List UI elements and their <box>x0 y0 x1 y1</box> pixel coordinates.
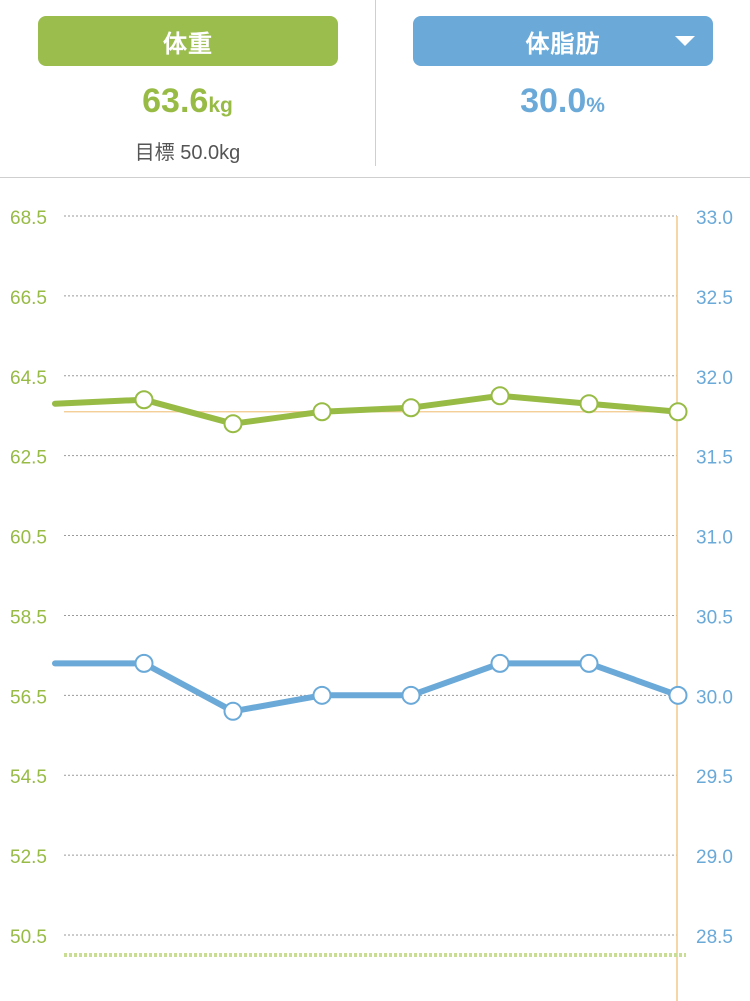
weight-data-point[interactable] <box>134 390 154 410</box>
body_fat-data-point[interactable] <box>223 701 243 721</box>
left-axis-tick-label: 54.5 <box>10 767 47 788</box>
body-fat-dropdown-button[interactable]: 体脂肪 <box>413 16 713 66</box>
left-axis-tick-label: 52.5 <box>10 847 47 868</box>
weight-goal: 目標 50.0kg <box>134 142 241 164</box>
body_fat-data-point[interactable] <box>401 685 421 705</box>
body_fat-data-point[interactable] <box>134 653 154 673</box>
right-axis-tick-label: 31.0 <box>696 528 733 549</box>
body-fat-value-display: 30.0% <box>375 82 750 121</box>
weight-value-display: 63.6kg <box>0 82 375 121</box>
body-fat-tab-label: 体脂肪 <box>525 30 601 58</box>
left-axis-tick-label: 50.5 <box>10 927 47 948</box>
body-fat-value: 30.0 <box>520 82 587 120</box>
body_fat-data-point[interactable] <box>312 685 332 705</box>
body_fat-data-point[interactable] <box>490 653 510 673</box>
chart-canvas: 68.5 66.5 64.5 62.5 60.5 58.5 56.5 54.5 52.5 50.5… <box>10 208 733 1001</box>
body-fat-unit: % <box>586 94 605 117</box>
weight-data-point[interactable] <box>579 394 599 414</box>
body_fat-series-line <box>52 660 681 715</box>
right-axis-tick-label: 30.0 <box>696 687 733 708</box>
body-fat-panel: 体脂肪 30.0% <box>375 0 750 177</box>
weight-value: 63.6 <box>142 82 209 120</box>
weight-series-line <box>52 392 681 427</box>
left-axis-tick-label: 62.5 <box>10 448 47 469</box>
header-divider <box>375 0 376 166</box>
right-axis-tick-label: 30.5 <box>696 607 733 628</box>
weight-body-fat-chart: 68.5 66.5 64.5 62.5 60.5 58.5 56.5 54.5 52.5 50.5… <box>0 178 750 1001</box>
left-axis-tick-label: 64.5 <box>10 368 47 389</box>
right-axis-tick-label: 33.0 <box>696 208 733 229</box>
caret-down-icon <box>675 36 695 46</box>
left-axis-tick-label: 66.5 <box>10 288 47 309</box>
weight-unit: kg <box>208 94 233 117</box>
weight-data-point[interactable] <box>312 402 332 422</box>
body_fat-data-point[interactable] <box>668 685 688 705</box>
left-axis-tick-label: 60.5 <box>10 528 47 549</box>
weight-data-point[interactable] <box>223 414 243 434</box>
right-axis-tick-label: 29.0 <box>696 847 733 868</box>
right-axis-tick-label: 31.5 <box>696 448 733 469</box>
right-axis-tick-label: 28.5 <box>696 927 733 948</box>
summary-header: 体重 63.6kg 目標 50.0kg 体脂肪 30.0% <box>0 0 750 178</box>
right-axis-tick-label: 32.0 <box>696 368 733 389</box>
weight-panel: 体重 63.6kg 目標 50.0kg <box>0 0 375 177</box>
right-axis-tick-label: 29.5 <box>696 767 733 788</box>
weight-data-point[interactable] <box>401 398 421 418</box>
weight-tab-button[interactable]: 体重 <box>38 16 338 66</box>
left-axis-tick-label: 56.5 <box>10 687 47 708</box>
weight-data-point[interactable] <box>490 386 510 406</box>
body_fat-data-point[interactable] <box>579 653 599 673</box>
left-axis-tick-label: 68.5 <box>10 208 47 229</box>
left-axis-tick-label: 58.5 <box>10 607 47 628</box>
weight-tab-label: 体重 <box>163 30 213 58</box>
right-axis-tick-label: 32.5 <box>696 288 733 309</box>
weight-data-point[interactable] <box>668 402 688 422</box>
